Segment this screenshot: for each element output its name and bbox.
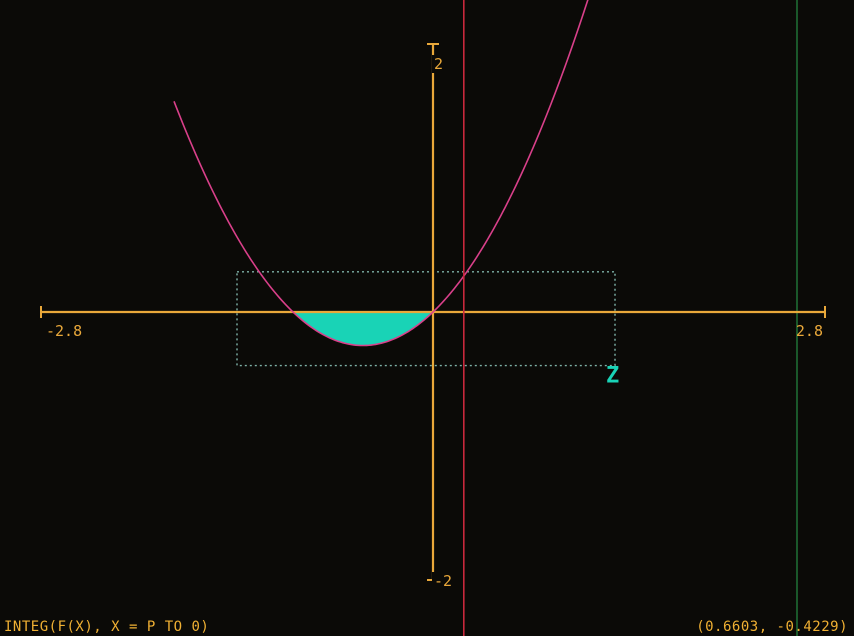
status-command-text: INTEG(F(X), X = P TO 0) — [4, 619, 210, 635]
tick-label-layer: -2.8 2.8 2 -2 — [46, 55, 823, 590]
guide-lines — [796, 0, 798, 636]
cursor-coordinate-readout: (0.6603, -0.4229) — [696, 619, 848, 635]
x-max-label: 2.8 — [796, 322, 823, 340]
y-max-label-bg — [432, 55, 446, 73]
y-min-label-bg — [432, 572, 454, 590]
curve-layer — [173, 0, 589, 347]
y-min-label: -2 — [434, 572, 452, 590]
zoom-box-layer: Z — [236, 271, 619, 389]
zoom-box — [236, 271, 616, 367]
x-min-label: -2.8 — [46, 322, 82, 340]
zoom-box-label: Z — [606, 364, 619, 389]
function-curve — [173, 0, 589, 347]
y-max-label: 2 — [434, 55, 443, 73]
